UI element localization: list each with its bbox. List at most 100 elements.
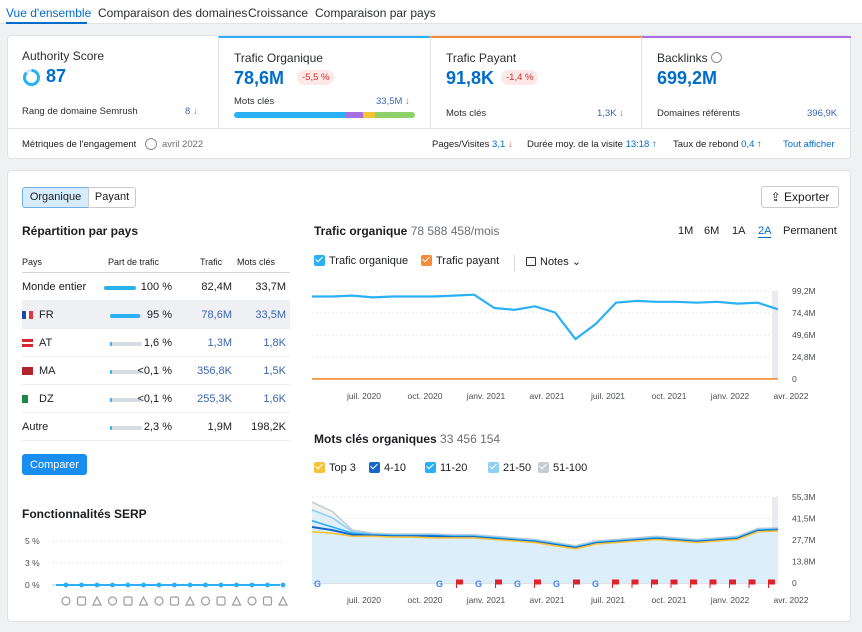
bar-segment-yellow	[363, 112, 375, 118]
metrics-card: Authority Score 87 Rang de domaine Semru…	[7, 35, 851, 159]
period-tab[interactable]: 1A	[732, 225, 746, 237]
legend-paid-traffic[interactable]: Trafic payant	[421, 255, 499, 267]
y-tick-label: 41,5M	[792, 514, 816, 524]
flag-marker-icon	[651, 579, 658, 588]
export-button[interactable]: ⇪ Exporter	[761, 186, 839, 208]
organic-keywords-chart[interactable]: 55,3M 41,5M 27,7M 13,8M 0 juil. 2020 oct. 2020…	[312, 489, 852, 621]
paid-toggle-button[interactable]: Payant	[88, 187, 136, 208]
serp-feature-icon	[278, 595, 288, 606]
legend-item[interactable]: Top 3	[314, 462, 356, 474]
x-tick-label: juil. 2021	[590, 391, 625, 401]
backlinks-sub-label: Domaines référents	[657, 108, 740, 119]
serp-point	[110, 582, 115, 588]
notes-dropdown[interactable]: Notes ⌄	[526, 255, 581, 268]
legend-divider	[514, 255, 515, 271]
authority-title: Authority Score	[22, 49, 105, 63]
country-name[interactable]: FR	[39, 309, 54, 321]
y-tick-label: 74,4M	[792, 308, 816, 318]
keywords-value[interactable]: 33,5M	[255, 309, 286, 321]
flag-icon	[22, 339, 33, 348]
engagement-info-icon[interactable]	[145, 138, 157, 150]
x-tick-label: avr. 2021	[530, 391, 565, 401]
table-row[interactable]: FR 95 % 78,6M 33,5M	[22, 301, 290, 329]
share-bar	[104, 286, 136, 290]
serp-feature-icon	[107, 596, 118, 606]
traffic-value[interactable]: 255,3K	[197, 393, 232, 405]
table-row[interactable]: DZ <0,1 % 255,3K 1,6K	[22, 385, 290, 413]
organic-change-badge: -5,5 %	[297, 70, 335, 85]
legend-item[interactable]: 51-100	[538, 462, 587, 474]
compare-button[interactable]: Comparer	[22, 454, 87, 475]
tab-overview[interactable]: Vue d'ensemble	[6, 6, 92, 20]
serp-feature-icon	[169, 596, 180, 606]
backlinks-title: Backlinks	[657, 51, 723, 65]
serp-y-label: 0 %	[25, 580, 40, 590]
country-name[interactable]: MA	[39, 365, 56, 377]
period-tab[interactable]: 1M	[678, 225, 694, 237]
authority-sub-value[interactable]: 8 ↓	[185, 106, 198, 117]
country-name[interactable]: DZ	[39, 393, 54, 405]
flag-icon	[22, 395, 33, 403]
table-row[interactable]: Autre 2,3 % 1,9M 198,2K	[22, 413, 290, 441]
serp-title: Fonctionnalités SERP	[22, 507, 147, 521]
tab-country-comparison[interactable]: Comparaison par pays	[315, 6, 436, 20]
legend-item[interactable]: 11-20	[425, 462, 467, 474]
period-tab[interactable]: Permanent	[783, 225, 837, 237]
serp-point	[141, 582, 146, 588]
tab-growth[interactable]: Croissance	[248, 6, 309, 20]
checkbox-icon	[425, 462, 436, 473]
share-bar-fill	[104, 286, 136, 290]
y-tick-label: 24,8M	[792, 352, 816, 362]
traffic-value[interactable]: 1,3M	[207, 337, 232, 349]
authority-value: 87	[46, 66, 67, 86]
chevron-down-icon: ⌄	[571, 256, 582, 268]
flag-marker-icon	[534, 579, 541, 588]
col-keywords: Mots clés	[237, 257, 276, 267]
traffic-value[interactable]: 356,8K	[197, 365, 232, 377]
organic-traffic-chart[interactable]: 99,2M 74,4M 49,6M 24,8M 0 juil. 2020 oct. 2020…	[312, 283, 852, 403]
show-all-link[interactable]: Tout afficher	[783, 139, 835, 150]
share-bar	[110, 426, 142, 430]
serp-point	[265, 582, 270, 588]
legend-organic-traffic[interactable]: Trafic organique	[314, 255, 408, 267]
tab-domain-comparison[interactable]: Comparaison des domaines	[98, 6, 248, 20]
main-card: Organique Payant ⇪ Exporter Répartition …	[7, 170, 851, 622]
table-row[interactable]: Monde entier 100 % 82,4M 33,7M	[22, 273, 290, 301]
period-tab[interactable]: 6M	[704, 225, 720, 237]
paid-sub-value[interactable]: 1,3K ↓	[597, 108, 624, 119]
flag-marker-icon	[729, 579, 736, 588]
traffic-value[interactable]: 78,6M	[201, 309, 232, 321]
serp-feature-icon	[262, 596, 273, 606]
organic-traffic-block[interactable]: Trafic Organique 78,6M -5,5 % Mots clés …	[218, 36, 430, 128]
keywords-value[interactable]: 1,6K	[263, 393, 286, 405]
table-row[interactable]: MA <0,1 % 356,8K 1,5K	[22, 357, 290, 385]
flag-marker-icon	[748, 579, 756, 588]
share-value: <0,1 %	[137, 365, 172, 377]
country-name: Autre	[22, 421, 49, 433]
keyword-distribution-bar	[234, 112, 415, 118]
backlinks-sub-value[interactable]: 396,9K	[807, 108, 838, 119]
paid-traffic-block[interactable]: Trafic Payant 91,8K -1,4 % Mots clés 1,3…	[430, 36, 641, 128]
arrow-down-icon: ↓	[405, 96, 410, 107]
serp-feature-icon	[138, 595, 149, 606]
table-header-divider	[22, 272, 290, 273]
country-name: Monde entier	[22, 281, 87, 293]
legend-item[interactable]: 21-50	[488, 462, 531, 474]
bounce-rate: Taux de rebond 0,4 ↑	[673, 139, 762, 150]
organic-toggle-button[interactable]: Organique	[22, 187, 89, 208]
col-traffic: Trafic	[200, 257, 223, 267]
authority-score-block[interactable]: Authority Score 87 Rang de domaine Semru…	[8, 36, 218, 128]
table-row[interactable]: AT 1,6 % 1,3M 1,8K	[22, 329, 290, 357]
keywords-value[interactable]: 1,8K	[263, 337, 286, 349]
organic-title: Trafic Organique	[234, 51, 323, 65]
bar-segment-blue	[234, 112, 345, 118]
period-tab[interactable]: 2A	[758, 225, 772, 238]
backlinks-block[interactable]: Backlinks 699,2M Domaines référents 396,…	[641, 36, 851, 128]
flag-marker-icon	[768, 579, 775, 588]
share-bar-fill	[110, 370, 112, 374]
legend-item[interactable]: 4-10	[369, 462, 406, 474]
country-name[interactable]: AT	[39, 337, 53, 349]
share-bar-fill	[110, 342, 112, 346]
keywords-value[interactable]: 1,5K	[263, 365, 286, 377]
organic-sub-value[interactable]: 33,5M ↓	[376, 96, 410, 107]
